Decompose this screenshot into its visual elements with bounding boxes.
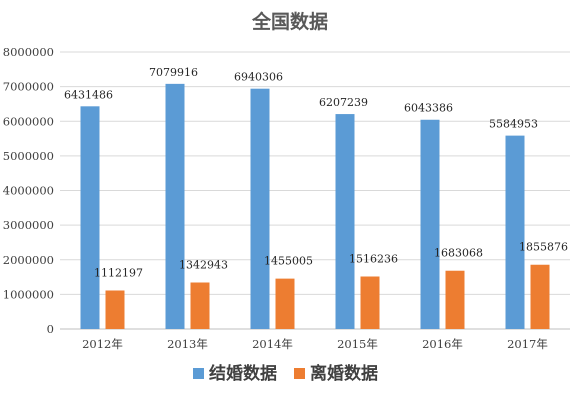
- bar-marriage: [80, 106, 100, 329]
- legend: 结婚数据 离婚数据: [193, 363, 378, 384]
- data-label-divorce: 1455005: [264, 255, 313, 268]
- bar-marriage: [165, 83, 185, 329]
- y-tick-label: 2000000: [3, 253, 54, 267]
- data-label-marriage: 6940306: [234, 71, 283, 84]
- y-tick-label: 4000000: [3, 184, 54, 198]
- y-tick-label: 7000000: [3, 80, 54, 94]
- gridlines: [60, 51, 570, 295]
- bar-divorce: [275, 278, 295, 329]
- y-tick-label: 6000000: [3, 114, 54, 128]
- legend-label-marriage: 结婚数据: [209, 363, 277, 384]
- bar-divorce: [190, 282, 210, 329]
- data-label-marriage: 6043386: [404, 102, 453, 115]
- data-label-marriage: 6207239: [319, 96, 368, 109]
- legend-swatch-marriage: [193, 368, 204, 379]
- data-label-marriage: 6431486: [64, 88, 113, 101]
- x-tick-label: 2014年: [252, 337, 293, 351]
- bars: [80, 83, 550, 330]
- data-label-marriage: 7079916: [149, 66, 198, 79]
- y-tick-label: 0: [47, 322, 54, 336]
- data-label-divorce: 1112197: [94, 266, 143, 279]
- data-labels: 6431486 1112197 7079916 1342943 6940306 14550…: [64, 66, 568, 280]
- x-tick-label: 2013年: [167, 337, 208, 351]
- y-tick-label: 8000000: [3, 45, 54, 59]
- legend-label-divorce: 离婚数据: [310, 363, 378, 384]
- y-tick-label: 1000000: [3, 287, 54, 301]
- bar-marriage: [335, 114, 355, 330]
- x-tick-label: 2017年: [507, 337, 548, 351]
- bar-marriage: [505, 135, 525, 329]
- data-label-divorce: 1855876: [519, 241, 568, 254]
- x-tick-label: 2016年: [422, 337, 463, 351]
- axes: 0 1000000 2000000 3000000 4000000 5000000 6000…: [3, 45, 570, 351]
- x-tick-label: 2015年: [337, 337, 378, 351]
- data-label-divorce: 1516236: [349, 253, 398, 266]
- chart-title: 全国数据: [251, 10, 328, 33]
- bar-divorce: [530, 264, 550, 329]
- bar-divorce: [445, 270, 465, 329]
- data-label-divorce: 1342943: [179, 259, 228, 272]
- bar-divorce: [360, 276, 380, 329]
- bar-marriage: [420, 119, 440, 329]
- bar-marriage: [250, 88, 270, 330]
- y-tick-label: 3000000: [3, 218, 54, 232]
- bar-divorce: [105, 290, 125, 329]
- x-tick-label: 2012年: [82, 337, 123, 351]
- data-label-marriage: 5584953: [489, 118, 538, 131]
- y-tick-label: 5000000: [3, 149, 54, 163]
- data-label-divorce: 1683068: [434, 247, 483, 260]
- legend-swatch-divorce: [294, 368, 305, 379]
